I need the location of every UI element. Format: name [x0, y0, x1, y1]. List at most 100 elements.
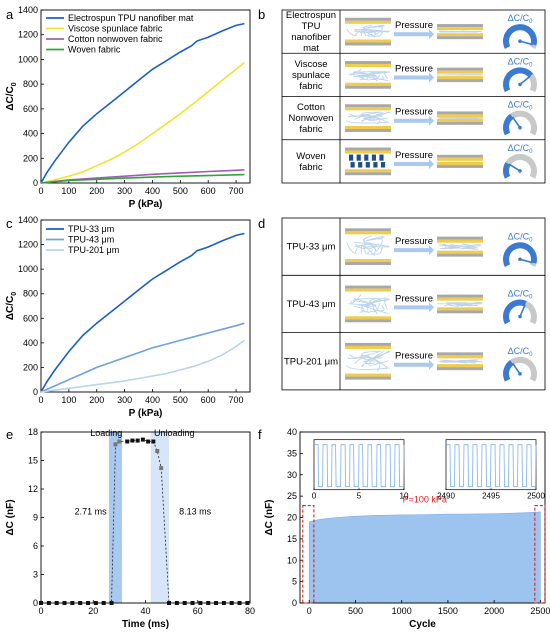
weave-block	[365, 162, 370, 168]
pressure-label: Pressure	[395, 20, 433, 31]
data-point	[54, 601, 59, 605]
fiber	[353, 75, 365, 81]
pressure-arrow	[394, 115, 434, 126]
loading-band	[108, 432, 122, 603]
gauge-arc-filled	[503, 24, 537, 49]
x-tick-label: 700	[229, 186, 244, 196]
chart-f: 0 500 1000 1500 2000 2500 0 5 10 15 20 25 30 35 40 Cycl…	[264, 427, 550, 630]
pressure-label: Pressure	[395, 107, 433, 118]
x-tick-label: 500	[348, 606, 363, 616]
gauge-arc-filled	[502, 162, 511, 179]
row-label: Electrospun TPU nanofiber mat	[286, 10, 336, 54]
x-tick-label: 500	[173, 395, 188, 405]
y-tick-label: 18	[28, 427, 38, 437]
fiber	[346, 28, 357, 37]
x-tick-label: 40	[140, 606, 150, 616]
fiber	[369, 242, 377, 252]
series-line-2	[40, 322, 245, 393]
series-line-2	[40, 61, 245, 184]
y-tick-label: 600	[23, 313, 38, 323]
x-axis-label: Cycle	[409, 619, 436, 630]
data-point	[46, 601, 51, 605]
x-tick-label: 600	[201, 186, 216, 196]
y-tick-label: 15	[287, 534, 297, 544]
fiber	[348, 72, 371, 76]
top-electrode-gray	[437, 236, 483, 240]
y-tick-label: 6	[33, 541, 38, 551]
top-electrode-gray	[345, 228, 391, 232]
top-electrode-yellow	[345, 64, 391, 68]
fiber	[364, 350, 390, 360]
gauge-arc-empty	[505, 153, 537, 179]
y-tick-label: 1400	[18, 5, 38, 15]
fiber	[362, 24, 390, 32]
data-point	[78, 601, 83, 605]
signal-line	[41, 439, 248, 604]
x-tick-label: 200	[89, 186, 104, 196]
top-electrode-gray	[345, 285, 391, 289]
inset-tick-label: 2500	[527, 492, 545, 501]
bottom-electrode-gray	[345, 42, 391, 46]
y-tick-label: 1000	[18, 54, 38, 64]
data-point	[151, 439, 156, 444]
annotation-unload-time: 8.13 ms	[179, 507, 212, 517]
inset-signal	[446, 444, 537, 488]
weave-block	[373, 162, 378, 168]
bottom-electrode-gray	[437, 253, 483, 257]
fiber	[472, 359, 478, 363]
fiber	[352, 298, 390, 303]
fiber	[348, 300, 371, 306]
fiber	[448, 247, 478, 250]
y-tick-label: 1200	[18, 30, 38, 40]
top-electrode-yellow	[345, 20, 391, 24]
data-point	[206, 601, 211, 605]
y-tick-label: 800	[23, 289, 38, 299]
gauge-label: ΔC/C0	[508, 143, 534, 155]
bottom-electrode-yellow	[437, 161, 483, 165]
gauge-label: ΔC/C0	[508, 13, 534, 25]
legend-label: Electrospun TPU nanofiber mat	[68, 13, 194, 23]
fiber	[364, 111, 390, 118]
top-electrode-yellow	[437, 114, 483, 118]
fiber	[460, 302, 483, 306]
data-point	[174, 601, 179, 605]
end-highlight-box	[534, 504, 546, 604]
pressure-label: Pressure	[395, 293, 433, 304]
series-line-1	[40, 22, 245, 184]
data-point	[125, 439, 130, 444]
y-tick-label: 5	[292, 577, 297, 587]
y-tick-label: 1000	[18, 264, 38, 274]
top-electrode-gray	[437, 294, 483, 298]
y-tick-label: 400	[23, 129, 38, 139]
bottom-electrode-yellow	[345, 39, 391, 43]
bottom-electrode-yellow	[345, 373, 391, 377]
x-tick-label: 0	[38, 395, 43, 405]
top-electrode-yellow	[345, 150, 391, 154]
y-tick-label: 9	[33, 513, 38, 523]
top-electrode-gray	[345, 342, 391, 346]
gauge-arc-filled	[502, 67, 534, 93]
fiber	[366, 299, 379, 313]
fiber	[346, 364, 390, 370]
top-electrode-gray	[437, 111, 483, 115]
plot-frame	[40, 219, 251, 393]
legend-label: Cotton nonwoven fabric	[68, 34, 163, 44]
gauge-needle	[519, 75, 531, 86]
data-point	[167, 601, 172, 605]
bottom-electrode-yellow	[345, 169, 391, 173]
fiber	[457, 361, 468, 364]
top-electrode-yellow	[345, 345, 391, 349]
top-electrode-yellow	[345, 288, 391, 292]
y-axis-label: ΔC/C0	[5, 292, 18, 320]
data-point	[245, 601, 250, 605]
y-tick-label: 10	[287, 555, 297, 565]
plot-frame	[40, 431, 251, 604]
chart-a: 0 100 200 300 400 500 600 700 0 200 400 600 800 1000 1…	[5, 5, 251, 210]
fiber	[353, 351, 379, 359]
y-tick-label: 12	[28, 484, 38, 494]
y-tick-label: 35	[287, 448, 297, 458]
series-line-1	[40, 232, 245, 393]
data-point	[130, 438, 135, 443]
pressure-arrow	[394, 359, 434, 370]
bottom-electrode-gray	[345, 85, 391, 89]
